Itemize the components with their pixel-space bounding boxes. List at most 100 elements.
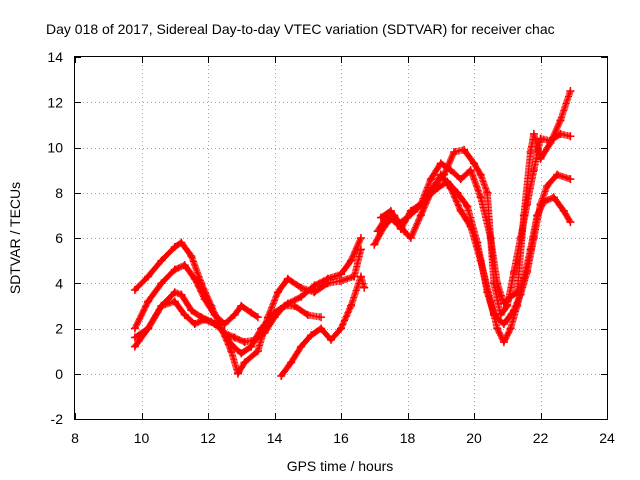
- x-tick-label: 18: [400, 430, 416, 446]
- data-point: [233, 369, 242, 378]
- x-tick-label: 22: [533, 430, 549, 446]
- data-point: [420, 197, 429, 206]
- data-point: [290, 301, 299, 310]
- data-point: [200, 315, 209, 324]
- data-point: [170, 288, 179, 297]
- y-axis-label: SDTVAR / TECUs: [7, 182, 23, 294]
- data-point: [240, 358, 249, 367]
- data-point: [496, 310, 505, 319]
- data-point: [170, 297, 179, 306]
- data-point: [323, 279, 332, 288]
- data-point: [523, 200, 532, 209]
- data-point: [523, 267, 532, 276]
- data-point: [406, 206, 415, 215]
- data-point: [310, 288, 319, 297]
- data-point: [499, 338, 508, 347]
- series-track-4: [130, 297, 326, 347]
- data-point: [470, 159, 478, 168]
- x-axis-label: GPS time / hours: [287, 458, 394, 474]
- data-point: [220, 329, 229, 338]
- data-point: [356, 234, 365, 242]
- data-point: [144, 297, 153, 306]
- data-point: [386, 206, 395, 215]
- data-point: [170, 243, 179, 252]
- data-point: [529, 129, 538, 138]
- data-point: [503, 301, 512, 310]
- series-trail: [374, 171, 573, 328]
- data-point: [210, 319, 219, 328]
- data-point: [157, 301, 166, 310]
- data-point: [337, 276, 345, 285]
- data-point: [476, 170, 485, 179]
- data-point: [346, 256, 355, 265]
- data-point: [466, 166, 475, 175]
- data-point: [190, 274, 199, 283]
- data-point: [130, 324, 139, 333]
- data-point: [187, 252, 196, 261]
- data-point: [250, 335, 259, 344]
- data-point: [440, 170, 449, 179]
- data-point: [130, 342, 139, 351]
- data-point: [543, 181, 552, 190]
- data-point: [177, 290, 186, 299]
- data-point: [317, 324, 326, 333]
- data-point: [529, 234, 538, 242]
- series-track-9: [420, 129, 575, 319]
- x-tick-label: 10: [134, 430, 150, 446]
- data-point: [436, 159, 445, 168]
- y-tick-label: 4: [55, 275, 63, 291]
- data-point: [463, 202, 472, 211]
- data-point: [130, 333, 139, 342]
- data-point: [170, 265, 179, 274]
- data-point: [157, 279, 166, 288]
- chart-title: Day 018 of 2017, Sidereal Day-to-day VTE…: [46, 21, 555, 37]
- data-point: [200, 295, 209, 304]
- grid: [75, 57, 607, 419]
- data-point: [426, 175, 435, 184]
- data-point: [273, 288, 282, 297]
- data-point: [190, 319, 199, 328]
- y-tick-label: 6: [55, 230, 63, 246]
- data-point: [376, 213, 385, 222]
- data-point: [536, 134, 545, 143]
- data-point: [483, 288, 492, 297]
- data-point: [456, 175, 465, 184]
- data-point: [237, 301, 246, 310]
- x-tick-label: 16: [333, 430, 349, 446]
- data-point: [307, 331, 316, 340]
- y-tick-label: 10: [47, 140, 63, 156]
- y-tick-label: 12: [47, 94, 63, 110]
- data-point: [476, 193, 485, 202]
- data-point: [453, 188, 462, 197]
- data-point: [317, 313, 326, 322]
- data-point: [513, 288, 522, 297]
- data-point: [220, 319, 229, 328]
- data-point: [230, 333, 239, 342]
- data-point: [473, 238, 482, 247]
- data-point: [493, 324, 502, 333]
- data-point: [499, 319, 508, 328]
- y-tick-label: 8: [55, 185, 63, 201]
- data-point: [556, 129, 565, 138]
- data-point: [280, 301, 289, 310]
- y-tick-label: 0: [55, 366, 63, 382]
- data-point: [460, 145, 469, 154]
- plot-frame: [74, 56, 608, 420]
- data-point: [230, 310, 239, 319]
- data-point: [287, 358, 296, 367]
- data-point: [144, 272, 153, 281]
- data-point: [456, 206, 465, 215]
- data-point: [430, 181, 439, 190]
- data-point: [227, 347, 236, 356]
- data-point: [157, 256, 166, 265]
- data-point: [283, 274, 292, 283]
- data-point: [529, 166, 538, 175]
- data-point: [566, 175, 575, 184]
- x-tick-label: 24: [599, 430, 615, 446]
- data-point: [396, 224, 405, 233]
- data-point: [297, 342, 306, 351]
- data-point: [406, 234, 415, 242]
- data-point: [566, 132, 575, 141]
